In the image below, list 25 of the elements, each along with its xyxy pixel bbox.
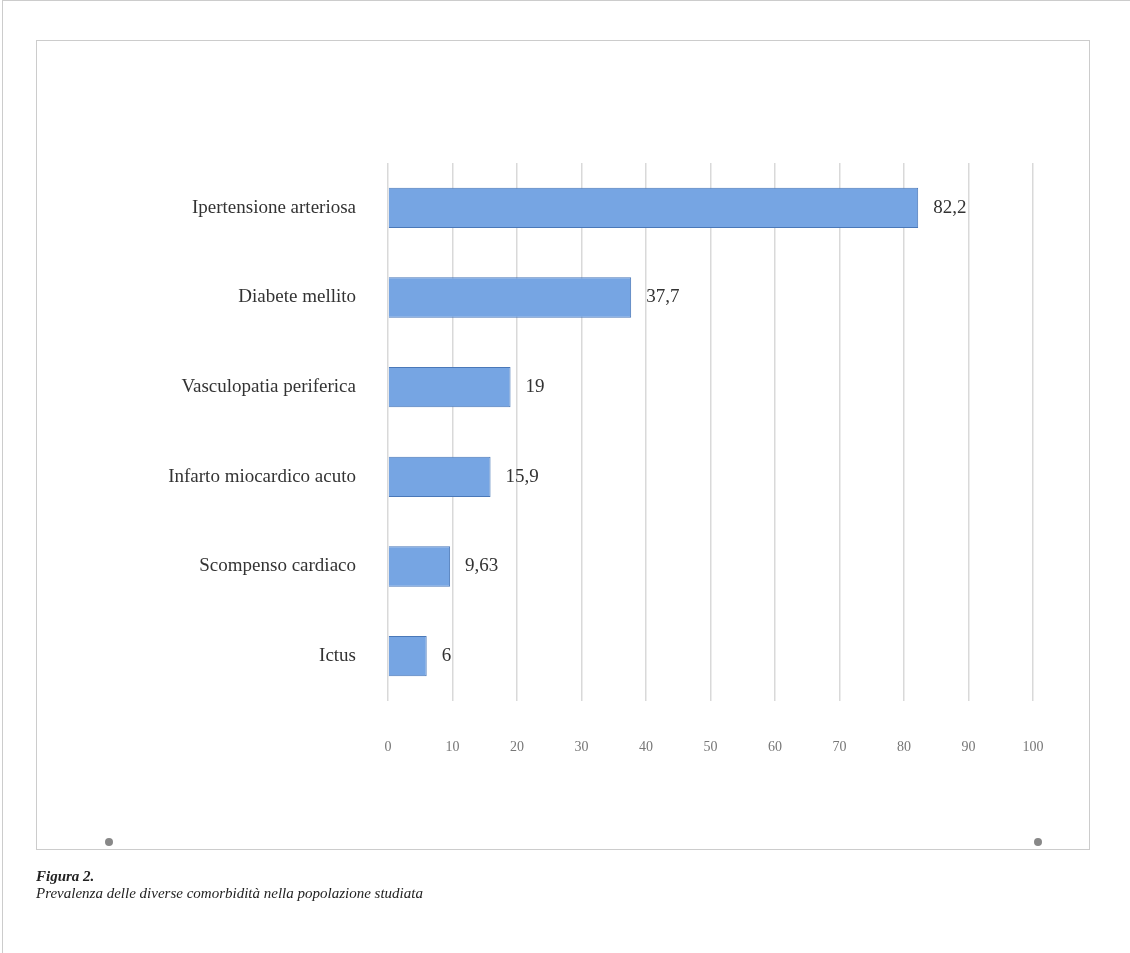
- data-label: 19: [525, 375, 545, 397]
- x-tick-label: 60: [768, 739, 782, 755]
- y-tick-label: Vasculopatia periferica: [181, 375, 357, 397]
- data-label: 37,7: [646, 285, 680, 307]
- y-tick-label: Ictus: [319, 644, 356, 666]
- data-label: 82,2: [933, 195, 967, 217]
- x-tick-label: 100: [1022, 739, 1044, 755]
- x-tick-label: 10: [445, 739, 460, 755]
- y-tick-label: Ipertensione arteriosa: [191, 195, 357, 217]
- y-tick-label: Infarto miocardico acuto: [168, 464, 356, 486]
- y-tick-label: Diabete mellito: [238, 285, 356, 307]
- data-label: 6: [441, 644, 452, 666]
- data-label: 15,9: [505, 464, 539, 486]
- y-tick-label: Scompenso cardiaco: [199, 554, 356, 576]
- x-tick-label: 40: [639, 739, 653, 755]
- x-tick-label: 70: [832, 739, 847, 755]
- text: Figura 2.: [36, 868, 96, 885]
- x-tick-label: 0: [384, 739, 392, 755]
- text: Prevalenza delle diverse comorbidità nella popolazione studiata: [36, 885, 423, 902]
- data-label: 9,63: [465, 554, 499, 576]
- x-tick-label: 90: [961, 739, 976, 755]
- x-tick-label: 50: [703, 739, 718, 755]
- x-tick-label: 80: [897, 739, 911, 755]
- x-tick-label: 30: [574, 739, 589, 755]
- x-tick-label: 20: [510, 739, 524, 755]
